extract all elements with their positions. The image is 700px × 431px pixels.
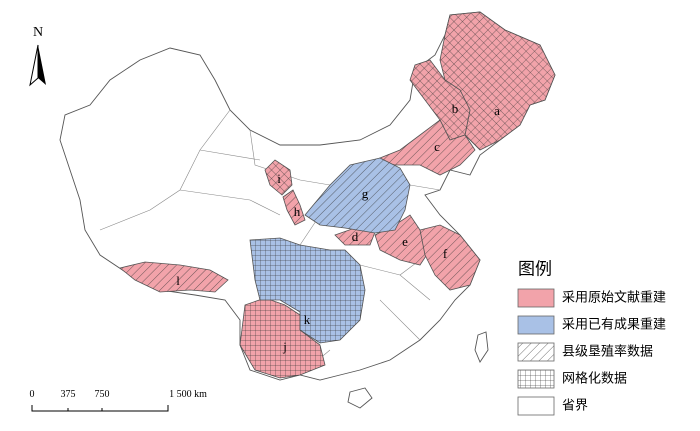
legend-label: 县级垦殖率数据 [562, 344, 653, 360]
north-label: N [33, 25, 43, 40]
region-hatch [440, 12, 555, 150]
region-label: d [352, 229, 359, 244]
region-hatch [410, 60, 470, 140]
region-hatch [265, 160, 292, 195]
region-label: g [362, 186, 369, 201]
region-hatch [250, 238, 365, 343]
region-label: a [494, 103, 500, 118]
region-hatch [335, 228, 375, 245]
legend-title: 图例 [518, 260, 552, 280]
region-label: f [443, 246, 448, 261]
legend-label: 网格化数据 [562, 371, 627, 387]
legend-label: 采用已有成果重建 [562, 317, 666, 333]
region-hatch [375, 120, 475, 175]
region-label: b [452, 101, 459, 116]
legend-swatch [517, 288, 555, 308]
region-hatch [420, 225, 480, 290]
scale-bar: 0 375 750 1 500 km [30, 389, 207, 412]
region-label: j [282, 339, 287, 354]
region-label: h [294, 204, 301, 219]
scale-label: 375 [61, 389, 76, 400]
region-label: c [434, 139, 440, 154]
north-arrow: N [29, 25, 46, 87]
region-label: i [277, 171, 281, 186]
region-hatch [375, 215, 430, 265]
legend-swatch [517, 342, 555, 362]
region-label: k [304, 312, 311, 327]
legend-swatch [517, 369, 555, 389]
legend-swatch [517, 396, 555, 416]
scale-label: 1 500 km [169, 389, 207, 400]
legend-swatch [517, 315, 555, 335]
region-hatch [120, 262, 228, 292]
region-hatch [305, 158, 410, 233]
region-label: l [176, 273, 180, 288]
region-label: e [402, 234, 408, 249]
scale-label: 750 [95, 389, 110, 400]
region-hatch [283, 190, 305, 225]
region-hatch [240, 298, 325, 378]
legend-label: 采用原始文献重建 [562, 290, 666, 306]
scale-label: 0 [30, 389, 35, 400]
legend-label: 省界 [562, 399, 588, 414]
